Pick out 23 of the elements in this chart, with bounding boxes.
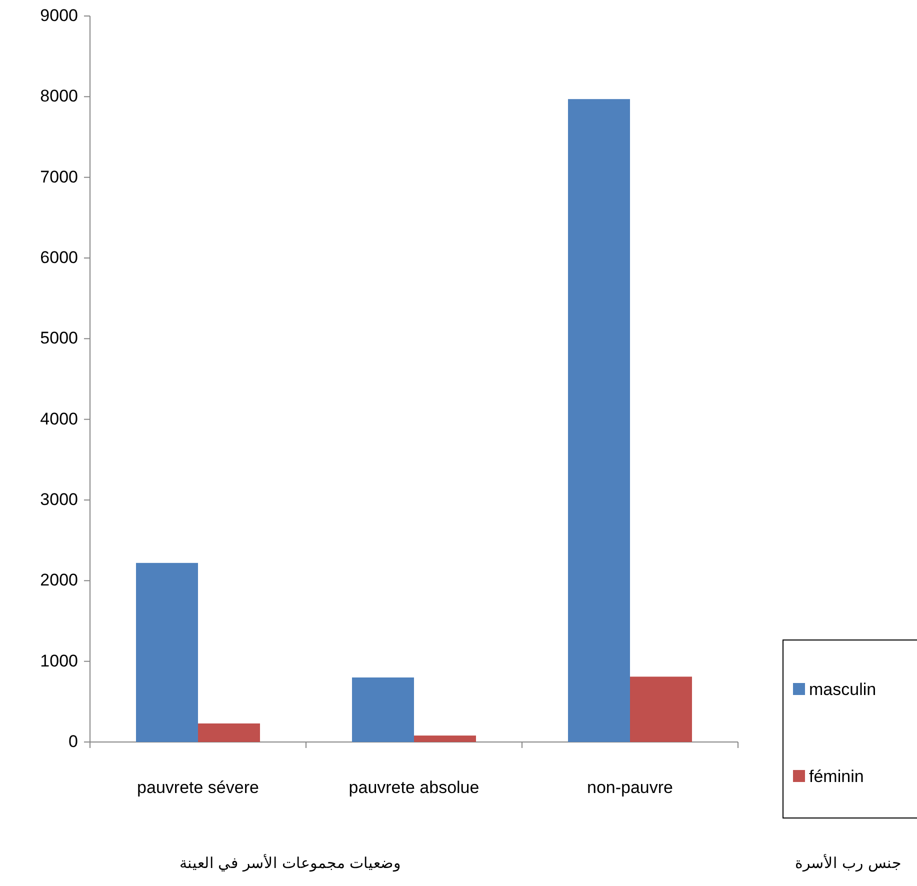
y-tick-label: 0 xyxy=(68,732,78,751)
x-tick-label: pauvrete sévere xyxy=(137,778,259,797)
bar xyxy=(198,723,260,742)
bar xyxy=(568,99,630,742)
y-tick-label: 7000 xyxy=(40,167,78,186)
y-tick-label: 1000 xyxy=(40,651,78,670)
x-axis-title: وضعيات مجموعات الأسر في العينة xyxy=(179,854,401,872)
y-tick-label: 9000 xyxy=(40,6,78,25)
x-tick-label: non-pauvre xyxy=(586,778,674,797)
legend-title: جنس رب الأسرة xyxy=(795,854,901,872)
y-tick-label: 3000 xyxy=(40,490,78,509)
y-tick-label: 8000 xyxy=(40,86,78,106)
bar xyxy=(630,676,692,742)
y-tick-label: 6000 xyxy=(40,248,78,267)
y-tick-label: 2000 xyxy=(40,570,78,590)
legend-label: féminin xyxy=(809,767,864,786)
y-tick-label: 5000 xyxy=(40,328,78,348)
x-tick-label: pauvrete absolue xyxy=(348,778,480,797)
legend-label: masculin xyxy=(809,680,876,699)
bar xyxy=(136,562,198,742)
bar xyxy=(414,736,476,742)
bar xyxy=(352,677,414,742)
y-tick-label: 4000 xyxy=(40,409,78,428)
